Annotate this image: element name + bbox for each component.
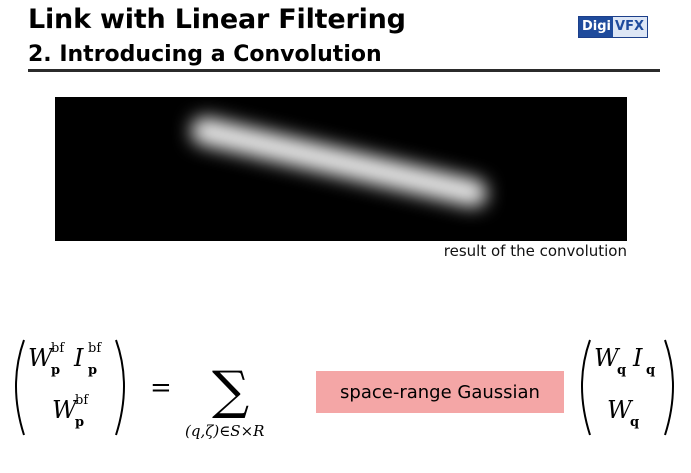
lhs-bottom-w: W xyxy=(52,396,79,424)
lhs-top-i-sup: bf xyxy=(88,341,102,356)
lhs-top-w-sup: bf xyxy=(51,341,65,356)
slide-subtitle: 2. Introducing a Convolution xyxy=(28,42,382,67)
lhs-top-w: W xyxy=(28,344,55,372)
rhs-top-w-sub: q xyxy=(617,363,626,378)
equals-sign: = xyxy=(150,373,172,403)
image-caption: result of the convolution xyxy=(443,242,627,260)
digivfx-logo: Digi VFX xyxy=(578,16,648,38)
lhs-top-i: I xyxy=(73,344,84,372)
left-close-paren xyxy=(115,339,125,436)
space-range-gaussian-box: space-range Gaussian xyxy=(316,371,564,413)
bilateral-convolution-equation: W bf p I bf p W bf p = ∑ (q,ζ)∈S×R W q I… xyxy=(15,339,674,440)
left-open-paren xyxy=(15,339,25,436)
rhs-top-i: I xyxy=(632,344,643,372)
convolution-result-image xyxy=(55,97,627,241)
slide-title: Link with Linear Filtering xyxy=(28,4,406,35)
logo-part-digi: Digi xyxy=(579,17,614,37)
rhs-top-w: W xyxy=(594,344,621,372)
right-open-paren xyxy=(581,339,591,436)
sum-index: (q,ζ)∈S×R xyxy=(185,422,264,440)
rhs-bottom-w: W xyxy=(607,396,634,424)
logo-part-vfx: VFX xyxy=(613,17,647,37)
right-close-paren xyxy=(664,339,674,436)
lhs-top-w-sub: p xyxy=(51,363,60,378)
lhs-top-i-sub: p xyxy=(88,363,97,378)
sum-symbol: ∑ xyxy=(212,361,249,421)
lhs-bottom-w-sup: bf xyxy=(75,393,89,408)
rhs-top-i-sub: q xyxy=(646,363,655,378)
title-rule xyxy=(28,69,660,72)
rhs-bottom-w-sub: q xyxy=(630,415,639,430)
kernel-label: space-range Gaussian xyxy=(340,381,540,403)
lhs-bottom-w-sub: p xyxy=(75,415,84,430)
